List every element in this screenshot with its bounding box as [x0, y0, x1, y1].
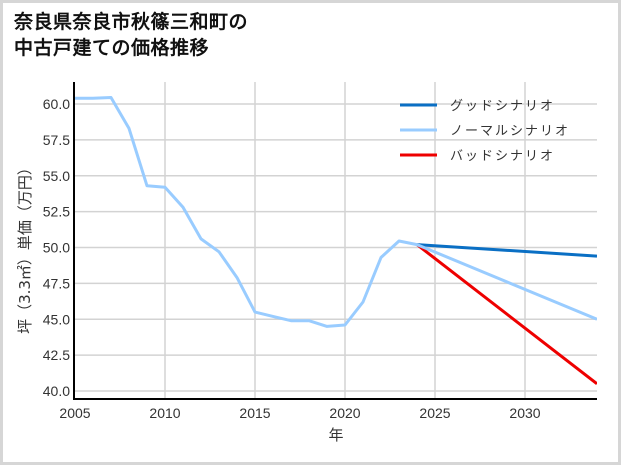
y-tick-label: 47.5	[43, 275, 70, 291]
axes	[73, 82, 597, 400]
series-line	[416, 243, 597, 385]
x-tick-label: 2015	[239, 405, 270, 421]
chart-title-line1: 奈良県奈良市秋篠三和町の	[14, 11, 249, 33]
x-tick-label: 2010	[149, 405, 180, 421]
y-tick-label: 60.0	[43, 96, 70, 112]
series-line	[75, 96, 597, 328]
legend-label: グッドシナリオ	[450, 99, 555, 114]
y-tick-label: 50.0	[43, 240, 70, 256]
legend-label: バッドシナリオ	[450, 149, 555, 164]
legend-label: ノーマルシナリオ	[450, 124, 570, 139]
y-tick-label: 52.5	[43, 204, 70, 220]
y-tick-label: 57.5	[43, 132, 70, 148]
chart-title-line2: 中古戸建ての価格推移	[14, 37, 210, 59]
y-axis-label: 坪（3.3㎡）単価（万円）	[16, 160, 34, 334]
tick-labels: 40.0 42.5 45.0 47.5 50.0 52.5 55.0 57.5 60.0 2005…	[43, 96, 541, 421]
y-tick-label: 40.0	[43, 383, 70, 399]
y-tick-label: 55.0	[43, 168, 70, 184]
x-tick-label: 2005	[59, 405, 90, 421]
x-tick-label: 2020	[329, 405, 360, 421]
y-tick-label: 42.5	[43, 347, 70, 363]
chart-title: 奈良県奈良市秋篠三和町の 中古戸建ての価格推移	[14, 9, 248, 61]
x-axis-label: 年	[328, 426, 343, 444]
x-tick-label: 2030	[509, 405, 540, 421]
y-tick-label: 45.0	[43, 311, 70, 327]
series-line	[416, 243, 597, 258]
x-tick-label: 2025	[419, 405, 450, 421]
series-lines	[75, 96, 597, 385]
